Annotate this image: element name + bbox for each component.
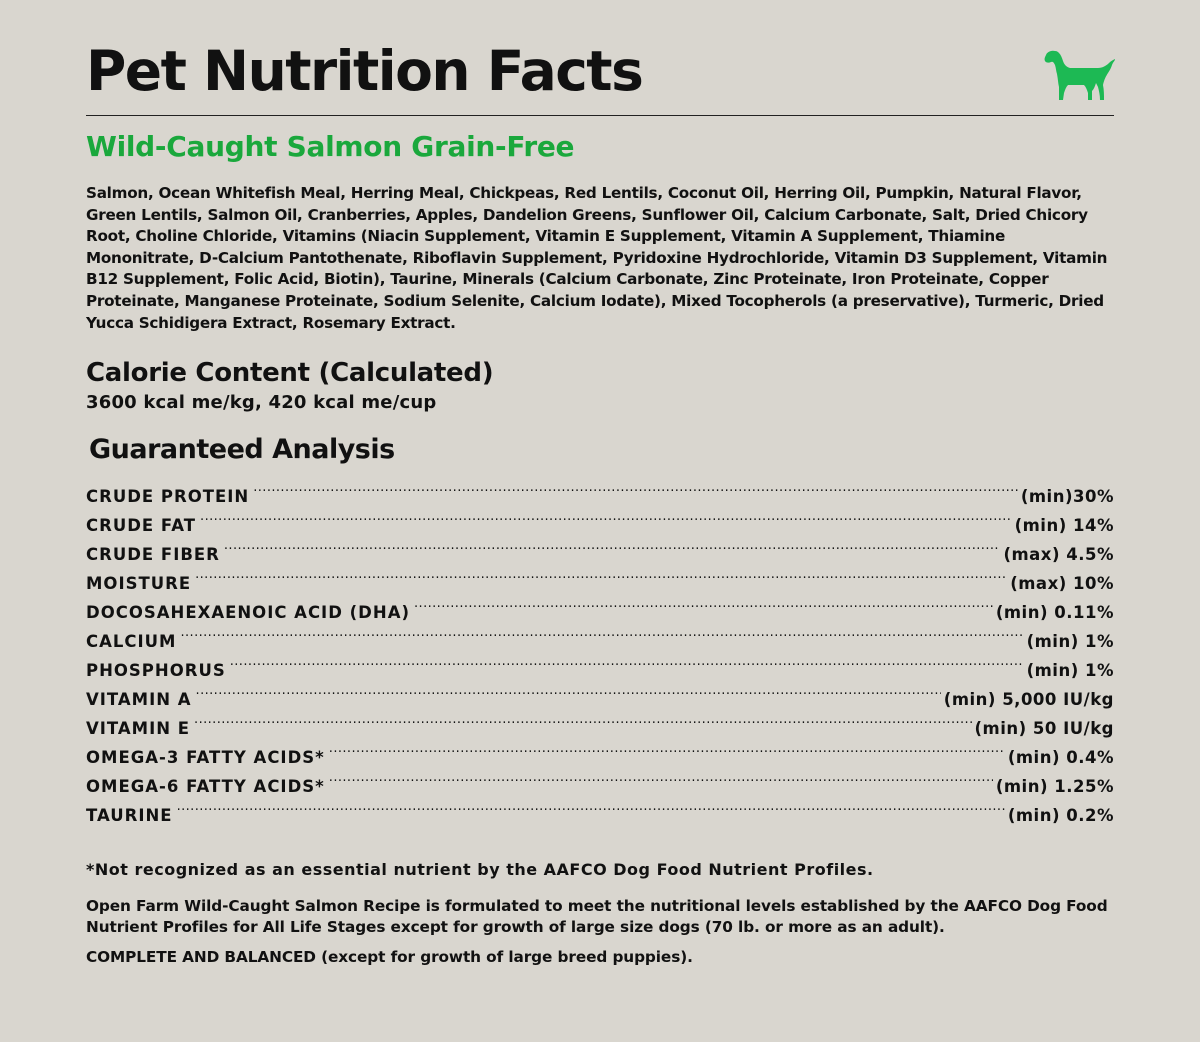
analysis-nutrient-name: CALCIUM bbox=[86, 632, 177, 651]
calorie-value: 3600 kcal me/kg, 420 kcal me/cup bbox=[86, 392, 437, 413]
guaranteed-analysis-table: CRUDE PROTEIN (min)30% CRUDE FAT (min) 1… bbox=[86, 473, 1114, 825]
analysis-nutrient-value: (min) 0.11% bbox=[995, 603, 1114, 622]
dot-leader bbox=[177, 792, 1005, 821]
analysis-row-phosphorus: PHOSPHORUS (min) 1% bbox=[86, 647, 1114, 680]
dot-leader bbox=[230, 647, 1024, 676]
aafco-statement: Open Farm Wild-Caught Salmon Recipe is f… bbox=[86, 897, 1108, 936]
analysis-row-dha: DOCOSAHEXAENOIC ACID (DHA) (min) 0.11% bbox=[86, 589, 1114, 622]
dot-leader bbox=[195, 560, 1007, 589]
label-header: Pet Nutrition Facts bbox=[86, 0, 1115, 116]
analysis-nutrient-value: (min) 1.25% bbox=[995, 777, 1114, 796]
analysis-nutrient-value: (min) 0.2% bbox=[1007, 806, 1114, 825]
dot-leader bbox=[329, 763, 993, 792]
complete-balanced-note: COMPLETE AND BALANCED (except for growth… bbox=[86, 948, 693, 966]
guaranteed-analysis-heading: Guaranteed Analysis bbox=[89, 434, 395, 465]
analysis-nutrient-value: (min) 50 IU/kg bbox=[974, 719, 1114, 738]
dot-leader bbox=[253, 473, 1018, 502]
analysis-row-vitamin-a: VITAMIN A (min) 5,000 IU/kg bbox=[86, 676, 1114, 709]
dot-leader bbox=[200, 502, 1012, 531]
analysis-row-crude-fat: CRUDE FAT (min) 14% bbox=[86, 502, 1114, 535]
analysis-nutrient-name: MOISTURE bbox=[86, 574, 192, 593]
page-title: Pet Nutrition Facts bbox=[86, 39, 644, 103]
analysis-nutrient-value: (min) 1% bbox=[1026, 661, 1114, 680]
analysis-nutrient-value: (min) 14% bbox=[1014, 516, 1114, 535]
dot-leader bbox=[194, 705, 971, 734]
dot-leader bbox=[180, 618, 1023, 647]
analysis-nutrient-name: CRUDE FAT bbox=[86, 516, 197, 535]
analysis-row-vitamin-e: VITAMIN E (min) 50 IU/kg bbox=[86, 705, 1114, 738]
analysis-nutrient-name: VITAMIN A bbox=[86, 690, 192, 709]
analysis-row-omega-6: OMEGA-6 FATTY ACIDS* (min) 1.25% bbox=[86, 763, 1114, 796]
dot-leader bbox=[329, 734, 1005, 763]
analysis-nutrient-value: (min) 0.4% bbox=[1007, 748, 1114, 767]
analysis-nutrient-name: VITAMIN E bbox=[86, 719, 191, 738]
analysis-nutrient-value: (min) 1% bbox=[1026, 632, 1114, 651]
dog-icon bbox=[1044, 50, 1115, 100]
analysis-nutrient-value: (max) 10% bbox=[1010, 574, 1114, 593]
dot-leader bbox=[414, 589, 993, 618]
ingredients-list: Salmon, Ocean Whitefish Meal, Herring Me… bbox=[86, 184, 1108, 332]
analysis-nutrient-name: TAURINE bbox=[86, 806, 173, 825]
analysis-nutrient-value: (max) 4.5% bbox=[1003, 545, 1114, 564]
analysis-nutrient-value: (min)30% bbox=[1020, 487, 1114, 506]
analysis-row-taurine: TAURINE (min) 0.2% bbox=[86, 792, 1114, 825]
analysis-nutrient-name: PHOSPHORUS bbox=[86, 661, 226, 680]
analysis-nutrient-name: OMEGA-3 FATTY ACIDS* bbox=[86, 748, 325, 767]
product-name: Wild-Caught Salmon Grain-Free bbox=[86, 130, 575, 163]
analysis-nutrient-name: CRUDE FIBER bbox=[86, 545, 220, 564]
analysis-row-moisture: MOISTURE (max) 10% bbox=[86, 560, 1114, 593]
analysis-nutrient-value: (min) 5,000 IU/kg bbox=[943, 690, 1114, 709]
analysis-row-omega-3: OMEGA-3 FATTY ACIDS* (min) 0.4% bbox=[86, 734, 1114, 767]
nutrition-label: Pet Nutrition Facts Wild-Caught Salmon G… bbox=[86, 0, 1115, 966]
dot-leader bbox=[224, 531, 1001, 560]
footnote: *Not recognized as an essential nutrient… bbox=[86, 860, 874, 879]
dot-leader bbox=[196, 676, 941, 705]
calorie-heading: Calorie Content (Calculated) bbox=[86, 358, 494, 388]
analysis-row-calcium: CALCIUM (min) 1% bbox=[86, 618, 1114, 651]
analysis-row-crude-fiber: CRUDE FIBER (max) 4.5% bbox=[86, 531, 1114, 564]
analysis-row-crude-protein: CRUDE PROTEIN (min)30% bbox=[86, 473, 1114, 506]
